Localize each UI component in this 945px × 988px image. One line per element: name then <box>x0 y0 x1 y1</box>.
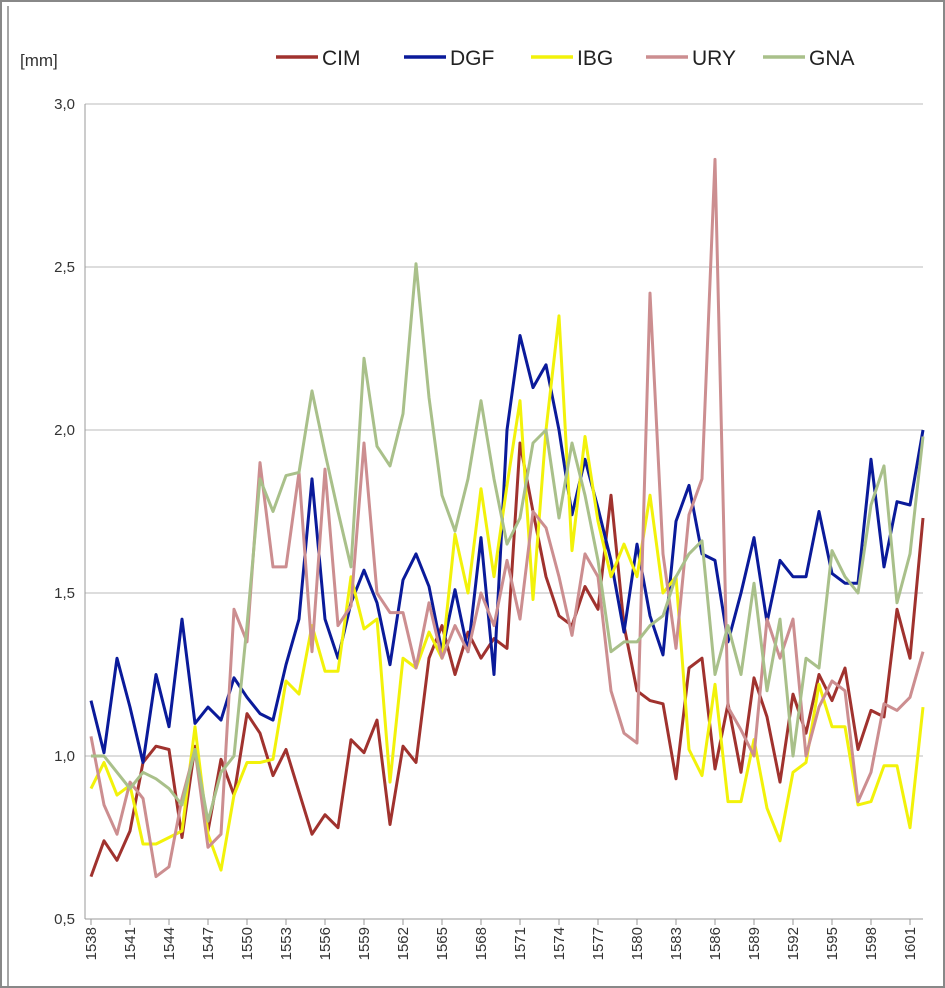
y-tick-label: 1,5 <box>54 585 75 602</box>
y-tick-label: 3,0 <box>54 96 75 113</box>
x-tick-label: 1559 <box>356 927 373 960</box>
series-line <box>91 262 925 823</box>
x-tick-label: 1598 <box>863 927 880 960</box>
legend-label: GNA <box>809 47 855 70</box>
x-tick-label: 1547 <box>200 927 217 960</box>
x-tick-label: 1577 <box>590 927 607 960</box>
legend-label: IBG <box>577 47 613 70</box>
series-line <box>89 314 925 872</box>
x-tick-label: 1556 <box>317 927 334 960</box>
y-tick-label: 2,0 <box>54 422 75 439</box>
y-tick-label: 1,0 <box>54 748 75 765</box>
x-tick-label: 1592 <box>785 927 802 960</box>
x-tick-label: 1580 <box>629 927 646 960</box>
x-tick-label: 1571 <box>512 927 529 960</box>
legend-label: DGF <box>450 47 494 70</box>
y-tick-label: 0,5 <box>54 911 75 928</box>
y-tick-label: 2,5 <box>54 259 75 276</box>
y-axis-label: [mm] <box>20 51 58 70</box>
x-tick-label: 1550 <box>239 927 256 960</box>
x-tick-label: 1562 <box>395 927 412 960</box>
x-tick-label: 1589 <box>746 927 763 960</box>
x-tick-label: 1595 <box>824 927 841 960</box>
x-tick-label: 1601 <box>902 927 919 960</box>
legend-label: URY <box>692 47 736 70</box>
x-tick-label: 1541 <box>122 927 139 960</box>
series-line <box>89 441 925 878</box>
x-tick-label: 1538 <box>83 927 100 960</box>
series-line <box>89 157 925 879</box>
x-tick-label: 1565 <box>434 927 451 960</box>
x-tick-label: 1544 <box>161 927 178 960</box>
x-tick-label: 1553 <box>278 927 295 960</box>
legend-label: CIM <box>322 47 361 70</box>
x-tick-label: 1583 <box>668 927 685 960</box>
x-tick-label: 1586 <box>707 927 724 960</box>
x-tick-label: 1574 <box>551 927 568 960</box>
x-tick-label: 1568 <box>473 927 490 960</box>
